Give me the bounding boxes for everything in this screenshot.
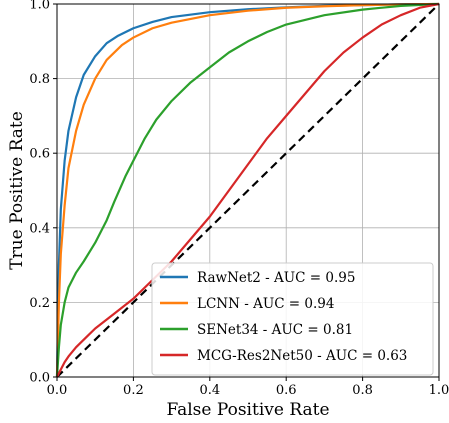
- roc-curves: [55, 2, 440, 378]
- y-tick-label: 0.8: [29, 72, 50, 87]
- legend-box: [151, 262, 434, 376]
- y-tick-label: 0.0: [29, 371, 50, 386]
- x-tick-label: 0.0: [47, 383, 68, 398]
- x-tick-label: 0.2: [123, 383, 144, 398]
- x-tick-label: 0.6: [276, 383, 297, 398]
- legend-entry-label: MCG-Res2Net50 - AUC = 0.63: [197, 348, 407, 364]
- y-tick-label: 0.6: [29, 147, 50, 162]
- roc-curve-3: [56, 2, 440, 378]
- legend-entry-label: LCNN - AUC = 0.94: [197, 296, 334, 312]
- x-tick-label: 0.8: [352, 383, 373, 398]
- chance-line: [56, 3, 440, 378]
- legend-entry-label: SENet34 - AUC = 0.81: [197, 322, 353, 338]
- y-tick-label: 1.0: [29, 0, 50, 13]
- chance-diagonal-line: [56, 3, 440, 378]
- y-tick-label: 0.4: [29, 221, 50, 236]
- roc-curve-1: [55, 2, 440, 378]
- x-tick-label: 0.4: [199, 383, 220, 398]
- plot-frame: [56, 3, 440, 378]
- legend-entry-label: RawNet2 - AUC = 0.95: [197, 270, 355, 286]
- x-tick-label: 1.0: [429, 383, 449, 398]
- axis-ticks: 0.0 0.2 0.4 0.6 0.8 1.0 0.0 0.2 0.4 0.6 0.8 1.0: [29, 0, 449, 398]
- legend: RawNet2 - AUC = 0.95 LCNN - AUC = 0.94 SEN…: [151, 262, 434, 376]
- x-axis-label: False Positive Rate: [166, 400, 329, 420]
- y-axis-label: True Positive Rate: [7, 111, 27, 270]
- y-tick-label: 0.2: [29, 296, 50, 311]
- roc-curve-2: [55, 2, 440, 378]
